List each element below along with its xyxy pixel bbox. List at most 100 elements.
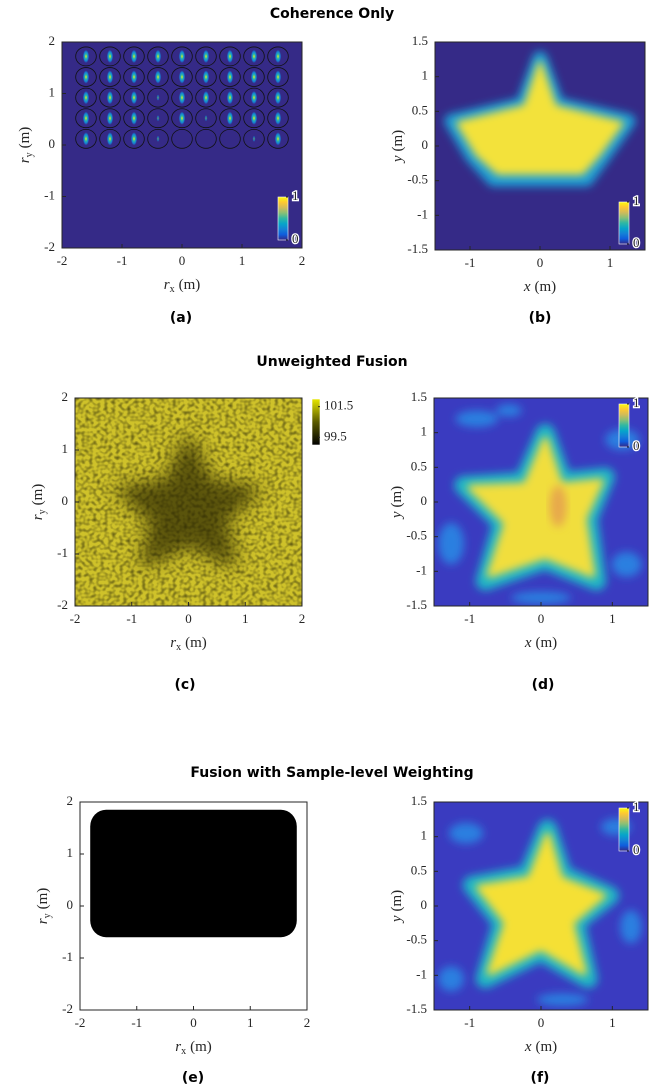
- aperture-spot: [130, 91, 138, 105]
- colorbar-tick-label: 1: [633, 799, 640, 814]
- y-tick-label: -1: [44, 187, 55, 202]
- aperture-spot: [178, 111, 186, 125]
- y-tick-label: -1: [57, 545, 68, 560]
- x-tick-label: 1: [609, 1015, 616, 1030]
- aperture-ring: [124, 88, 145, 107]
- x-tick-label: 0: [538, 611, 545, 626]
- axis-subscript: x: [181, 1046, 186, 1057]
- y-tick-label: -2: [57, 597, 68, 612]
- y-tick-label: 2: [62, 389, 69, 404]
- aperture-ring: [76, 68, 97, 87]
- colorbar: [618, 807, 630, 852]
- y-tick-label: 1: [421, 424, 428, 439]
- aperture-ring: [100, 68, 121, 87]
- axis-unit: (m): [190, 1039, 212, 1055]
- aperture-spot: [250, 111, 258, 125]
- axis-unit: (m): [536, 635, 558, 651]
- axis-label: rx (m): [170, 635, 207, 653]
- aperture-spot: [274, 132, 282, 146]
- aperture-ring: [244, 68, 265, 87]
- aperture-spot: [106, 70, 114, 84]
- y-tick-label: 0.5: [412, 102, 428, 117]
- x-tick-label: -1: [117, 253, 128, 268]
- aperture-ring: [196, 88, 217, 107]
- star: [467, 436, 605, 578]
- aperture-ring: [196, 47, 217, 66]
- axis-label: ry (m): [17, 127, 35, 164]
- aperture-ring: [124, 68, 145, 87]
- aperture-ring: [268, 68, 289, 87]
- axis-subscript: y: [42, 913, 53, 918]
- aperture-spot: [274, 70, 282, 84]
- texture: [549, 485, 567, 527]
- aperture-ring: [244, 88, 265, 107]
- axis-unit: (m): [390, 130, 406, 152]
- axis-symbol: r: [164, 277, 170, 293]
- aperture-spot: [252, 135, 256, 142]
- aperture-spot: [226, 49, 234, 64]
- aperture-ring: [220, 129, 241, 148]
- aperture-spot: [82, 132, 90, 146]
- aperture-ring: [148, 129, 169, 148]
- y-tick-label: 1: [49, 84, 56, 99]
- y-tick-label: 1: [67, 845, 74, 860]
- aperture-ring: [196, 129, 217, 148]
- y-tick-label: 0: [422, 137, 429, 152]
- y-tick-label: 0: [421, 493, 428, 508]
- aperture-ring: [172, 88, 193, 107]
- aperture-spot: [130, 132, 138, 146]
- axis-symbol: y: [389, 915, 405, 924]
- image-d: [434, 398, 648, 606]
- y-tick-label: 0: [67, 897, 74, 912]
- star: [456, 60, 624, 176]
- colorbar-tick-label: 99.5: [324, 428, 347, 443]
- x-tick-label: -2: [57, 253, 68, 268]
- aperture-ring: [124, 47, 145, 66]
- axis-subscript: y: [24, 152, 35, 157]
- x-tick-label: 1: [242, 611, 249, 626]
- y-tick-label: 1.5: [411, 389, 427, 404]
- axis-subscript: y: [37, 509, 48, 514]
- aperture-ring: [220, 47, 241, 66]
- x-tick-label: -1: [126, 611, 137, 626]
- panel-label: (c): [174, 677, 195, 693]
- x-tick-label: 1: [247, 1015, 254, 1030]
- y-tick-label: -1.5: [407, 241, 428, 256]
- aperture-ring: [76, 109, 97, 128]
- aperture-spot: [178, 49, 186, 64]
- axis-label: ry (m): [30, 484, 48, 521]
- x-tick-label: 2: [299, 611, 306, 626]
- aperture-ring: [172, 109, 193, 128]
- y-tick-label: -2: [62, 1001, 73, 1016]
- aperture-spot: [130, 111, 138, 125]
- aperture-spot: [154, 70, 162, 84]
- axis-label: rx (m): [175, 1039, 212, 1057]
- aperture-ring: [196, 68, 217, 87]
- colorbar-tick-label: 0: [633, 842, 640, 857]
- x-tick-label: 0: [179, 253, 186, 268]
- axis-symbol: x: [524, 1039, 532, 1055]
- axis-unit: (m): [185, 635, 207, 651]
- aperture-ring: [76, 88, 97, 107]
- aperture-spot: [202, 91, 210, 105]
- aperture-spot: [82, 91, 90, 105]
- panel-label: (a): [170, 310, 192, 326]
- x-tick-label: 1: [239, 253, 246, 268]
- aperture-spot: [226, 70, 234, 84]
- axis-label: y (m): [389, 890, 405, 924]
- y-tick-label: 0.5: [411, 862, 427, 877]
- aperture-ring: [100, 47, 121, 66]
- colorbar: [311, 398, 321, 446]
- panel-label: (f): [531, 1070, 550, 1086]
- aperture-ring: [148, 47, 169, 66]
- apertures: [76, 47, 289, 148]
- x-tick-label: -1: [464, 611, 475, 626]
- aperture-ring: [172, 129, 193, 148]
- aperture-ring: [172, 68, 193, 87]
- x-tick-label: 0: [185, 611, 192, 626]
- aperture-spot: [202, 70, 210, 84]
- axis-symbol: x: [524, 635, 532, 651]
- aperture-ring: [268, 129, 289, 148]
- aperture-spot: [82, 70, 90, 84]
